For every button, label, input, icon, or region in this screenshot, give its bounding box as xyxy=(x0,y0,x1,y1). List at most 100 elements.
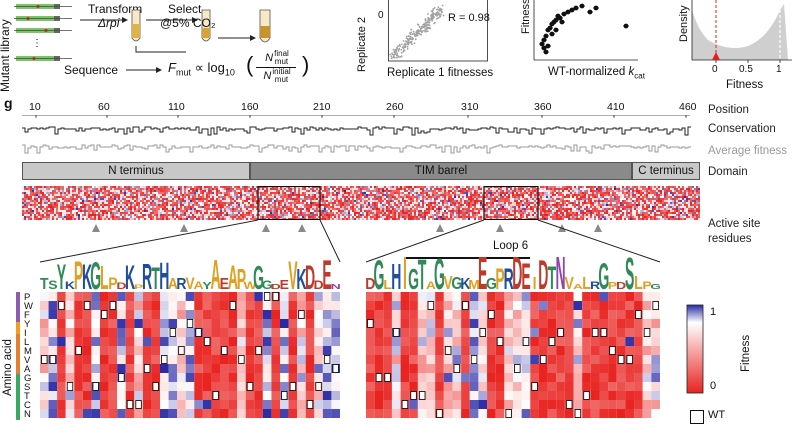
strip-cell xyxy=(32,208,34,210)
strip-cell xyxy=(80,192,82,194)
strip-cell xyxy=(92,208,94,210)
strip-cell xyxy=(464,192,466,194)
strip-cell xyxy=(414,202,416,204)
strip-cell xyxy=(278,214,280,216)
strip-cell xyxy=(142,194,144,196)
strip-cell xyxy=(40,210,42,212)
strip-cell xyxy=(60,194,62,196)
strip-cell xyxy=(140,204,142,206)
strip-cell xyxy=(188,198,190,200)
strip-cell xyxy=(46,202,48,204)
strip-cell xyxy=(540,214,542,216)
strip-cell xyxy=(192,196,194,198)
strip-cell xyxy=(286,210,288,212)
replicate-y-tick: 0 xyxy=(378,10,384,21)
strip-cell xyxy=(406,214,408,216)
strip-cell xyxy=(42,200,44,202)
strip-cell xyxy=(74,206,76,208)
strip-cell xyxy=(368,192,370,194)
strip-cell xyxy=(530,208,532,210)
strip-cell xyxy=(140,206,142,208)
strip-cell xyxy=(180,192,182,194)
strip-cell xyxy=(200,212,202,214)
strip-cell xyxy=(190,192,192,194)
strip-cell xyxy=(64,192,66,194)
strip-cell xyxy=(560,206,562,208)
strip-cell xyxy=(110,190,112,192)
strip-cell xyxy=(46,208,48,210)
strip-cell xyxy=(292,204,294,206)
strip-cell xyxy=(514,214,516,216)
strip-cell xyxy=(148,214,150,216)
strip-cell xyxy=(486,202,488,204)
strip-cell xyxy=(400,196,402,198)
strip-cell xyxy=(350,192,352,194)
strip-cell xyxy=(194,212,196,214)
strip-cell xyxy=(240,198,242,200)
strip-cell xyxy=(238,210,240,212)
strip-cell xyxy=(218,214,220,216)
strip-cell xyxy=(174,188,176,190)
strip-cell xyxy=(212,212,214,214)
strip-cell xyxy=(174,200,176,202)
strip-cell xyxy=(550,200,552,202)
strip-cell xyxy=(456,196,458,198)
strip-cell xyxy=(104,206,106,208)
strip-cell xyxy=(410,200,412,202)
strip-cell xyxy=(244,190,246,192)
strip-cell xyxy=(200,200,202,202)
strip-cell xyxy=(548,202,550,204)
strip-cell xyxy=(54,196,56,198)
strip-cell xyxy=(160,206,162,208)
strip-cell xyxy=(470,188,472,190)
strip-cell xyxy=(554,190,556,192)
strip-cell xyxy=(46,198,48,200)
strip-cell xyxy=(226,186,228,188)
strip-cell xyxy=(106,208,108,210)
strip-cell xyxy=(314,202,316,204)
strip-cell xyxy=(36,196,38,198)
strip-cell xyxy=(62,190,64,192)
strip-cell xyxy=(352,212,354,214)
strip-cell xyxy=(138,192,140,194)
strip-cell xyxy=(96,210,98,212)
strip-cell xyxy=(186,212,188,214)
strip-cell xyxy=(228,204,230,206)
replicate-point xyxy=(442,5,444,7)
strip-cell xyxy=(288,214,290,216)
strip-cell xyxy=(254,188,256,190)
strip-cell xyxy=(300,202,302,204)
strip-cell xyxy=(274,208,276,210)
strip-cell xyxy=(76,214,78,216)
strip-cell xyxy=(314,192,316,194)
strip-cell xyxy=(380,206,382,208)
strip-cell xyxy=(146,206,148,208)
strip-cell xyxy=(60,202,62,204)
strip-cell xyxy=(306,206,308,208)
strip-cell xyxy=(346,190,348,192)
strip-cell xyxy=(478,202,480,204)
strip-cell xyxy=(252,186,254,188)
strip-cell xyxy=(342,212,344,214)
strip-cell xyxy=(296,212,298,214)
strip-cell xyxy=(200,190,202,192)
strip-cell xyxy=(564,186,566,188)
strip-cell xyxy=(362,210,364,212)
strip-cell xyxy=(374,208,376,210)
strip-cell xyxy=(58,188,60,190)
strip-cell xyxy=(216,200,218,202)
strip-cell xyxy=(204,204,206,206)
strip-cell xyxy=(44,212,46,214)
strip-cell xyxy=(208,210,210,212)
strip-cell xyxy=(368,190,370,192)
strip-cell xyxy=(174,212,176,214)
strip-cell xyxy=(186,206,188,208)
strip-cell xyxy=(76,204,78,206)
strip-cell xyxy=(134,202,136,204)
strip-cell xyxy=(268,198,270,200)
strip-cell xyxy=(436,196,438,198)
strip-cell xyxy=(252,196,254,198)
strip-cell xyxy=(302,192,304,194)
strip-cell xyxy=(402,192,404,194)
strip-cell xyxy=(168,202,170,204)
